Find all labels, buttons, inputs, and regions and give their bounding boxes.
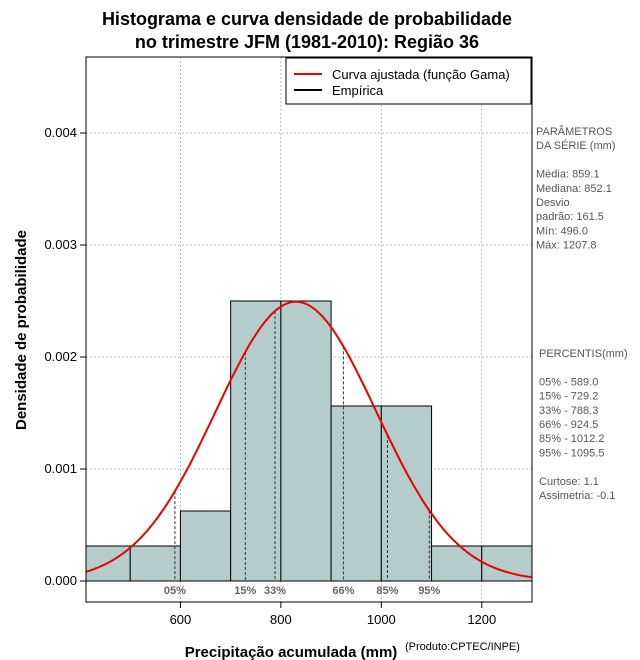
histogram-bar-3	[230, 300, 282, 582]
chart-title-line-1: Histograma e curva densidade de probabil…	[102, 9, 512, 29]
histogram-bar-0	[85, 545, 131, 582]
stats-percentis-line-4: 33% - 788.3	[539, 405, 598, 417]
percentile-label-85%: 85%	[376, 585, 398, 597]
stats-params-line-5: Desvio	[536, 197, 570, 209]
product-credit: (Produto:CPTEC/INPE)	[405, 641, 520, 653]
stats-percentis-line-9: Curtose: 1.1	[539, 476, 599, 488]
chart-title: Histograma e curva densidade de probabil…	[102, 9, 512, 52]
percentile-label-95%: 95%	[418, 585, 440, 597]
stats-percentis-line-6: 85% - 1012.2	[539, 433, 604, 445]
stats-percentis-line-7: 95% - 1095.5	[539, 447, 604, 459]
y-axis: 0.000 0.001 0.002 0.003 0.004	[44, 125, 86, 588]
stats-percentis-line-10: Assimetria: -0.1	[539, 490, 615, 502]
stats-percentis-line-0: PERCENTIS(mm)	[539, 348, 628, 360]
stats-percentis-line-2: 05% - 589.0	[539, 376, 598, 388]
stats-params-line-8: Máx: 1207.8	[536, 240, 597, 252]
fitted-curve	[85, 300, 533, 579]
stats-percentis-line-5: 66% - 924.5	[539, 419, 598, 431]
histogram-bars	[85, 300, 533, 582]
percentile-label-66%: 66%	[332, 585, 354, 597]
fitted-gamma-curve	[85, 300, 533, 579]
x-axis: 600 800 1000 1200	[170, 602, 496, 627]
y-tick-label-3: 0.003	[44, 237, 77, 252]
legend-label-0: Curva ajustada (função Gama)	[332, 67, 510, 82]
y-axis-label: Densidade de probabilidade	[13, 230, 30, 430]
histogram-bar-2	[179, 510, 232, 582]
y-tick-label-1: 0.001	[44, 461, 77, 476]
histogram-bar-1	[129, 545, 181, 582]
legend: Curva ajustada (função Gama)Empírica	[285, 57, 532, 105]
percentile-markers: 05% 15% 33% 66% 85% 95%	[164, 311, 441, 597]
stats-params-line-0: PARÂMETROS	[536, 125, 612, 138]
y-tick-label-4: 0.004	[44, 125, 77, 140]
stats-params-line-6: padrão: 161.5	[536, 211, 604, 223]
stats-params-line-7: Mín: 496.0	[536, 225, 588, 237]
percentile-label-05%: 05%	[164, 585, 186, 597]
histogram-bar-4	[280, 300, 332, 582]
x-axis-label: Precipitação acumulada (mm)	[185, 644, 398, 660]
x-tick-label-1200: 1200	[467, 612, 496, 627]
plot-frame	[85, 56, 533, 603]
x-tick-label-800: 800	[270, 612, 292, 627]
x-tick-label-1000: 1000	[367, 612, 396, 627]
y-tick-label-0: 0.000	[44, 573, 77, 588]
stats-panel: PARÂMETROS DA SÉRIE (mm) Média: 859.1 Medi…	[536, 125, 628, 502]
legend-box	[285, 57, 532, 105]
chart-title-line-2: no trimestre JFM (1981-2010): Região 36	[135, 32, 479, 52]
percentile-label-15%: 15%	[234, 585, 256, 597]
stats-params-line-4: Mediana: 852.1	[536, 183, 612, 195]
percentile-label-33%: 33%	[264, 585, 286, 597]
stats-percentis-line-3: 15% - 729.2	[539, 391, 598, 403]
stats-params-line-3: Média: 859.1	[536, 169, 600, 181]
histogram-bar-6	[380, 405, 433, 582]
y-tick-label-2: 0.002	[44, 349, 77, 364]
stats-params-line-1: DA SÉRIE (mm)	[536, 139, 615, 152]
histogram-bar-5	[330, 405, 382, 582]
histogram-bar-7	[431, 545, 483, 582]
legend-label-1: Empírica	[332, 83, 384, 98]
x-tick-label-600: 600	[170, 612, 192, 627]
